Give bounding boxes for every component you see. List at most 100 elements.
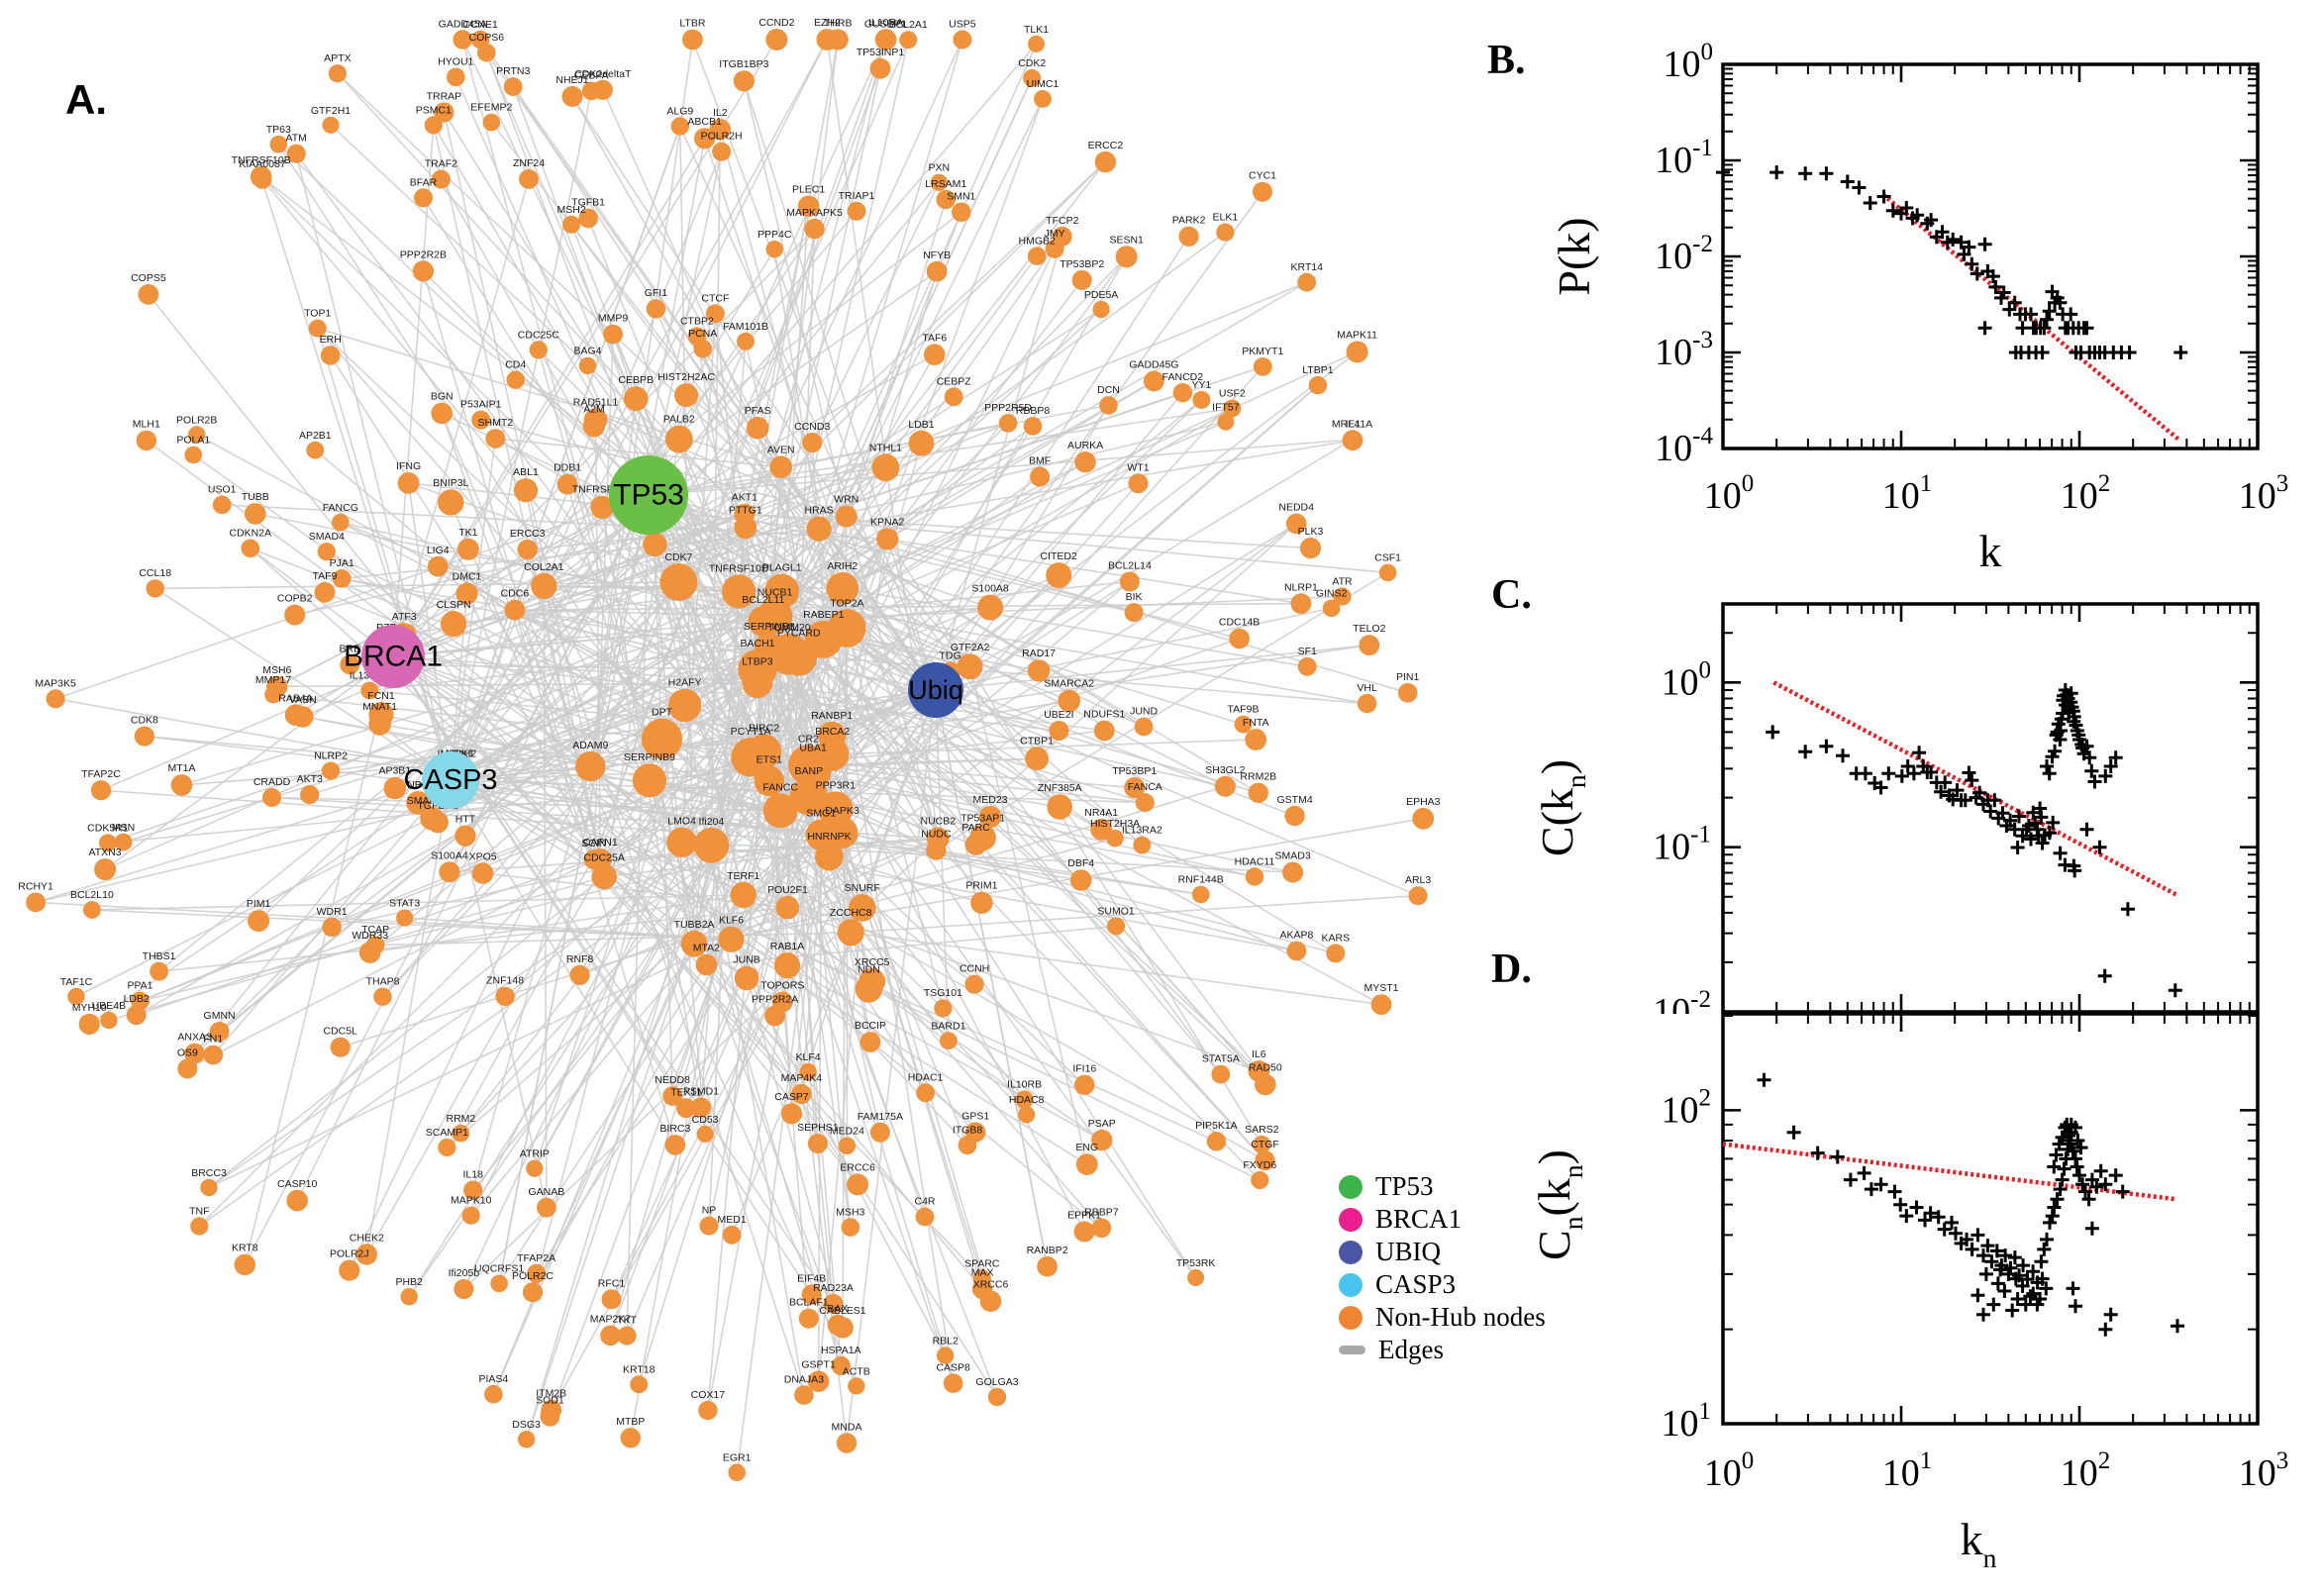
network-edge xyxy=(648,494,991,609)
network-edge xyxy=(654,466,782,546)
gene-node-label: TAF9B xyxy=(1228,704,1260,716)
gene-node-label: FAM101B xyxy=(723,321,768,333)
gene-node-label: RAD17 xyxy=(1022,648,1056,659)
gene-node-label: LTBR xyxy=(679,18,705,30)
gene-node-label: THRB xyxy=(824,17,853,29)
network-edge xyxy=(780,161,1106,468)
gene-node-label: NLRP2 xyxy=(314,750,348,762)
gene-node xyxy=(1211,1064,1231,1084)
gene-node-label: TP53BP2 xyxy=(1060,258,1104,270)
network-edge xyxy=(757,682,1226,788)
network-edge xyxy=(738,39,886,592)
gene-node xyxy=(664,425,693,453)
axis-tick-label: 102 xyxy=(2061,470,2111,517)
gene-node xyxy=(773,952,801,979)
gene-node xyxy=(789,777,828,816)
gene-node xyxy=(1069,869,1092,891)
gene-node-label: CRADD xyxy=(253,776,291,788)
gene-node-label: THBS1 xyxy=(143,950,176,962)
gene-node-label: CDKN2A xyxy=(229,528,271,540)
gene-node-label: ERCC3 xyxy=(510,528,546,540)
gene-node-label: ERCC6 xyxy=(840,1161,875,1173)
legend-item-ubiq: UBIQ xyxy=(1339,1237,1546,1266)
gene-node-label: ZNF385A xyxy=(1038,782,1082,794)
gene-node xyxy=(835,505,858,528)
gene-node-label: TRAF2 xyxy=(425,158,457,170)
gene-node xyxy=(899,31,918,50)
gene-node-label: USO1 xyxy=(208,484,237,496)
gene-node xyxy=(1308,375,1328,395)
gene-node xyxy=(690,1097,712,1118)
gene-node-label: PYCARD xyxy=(777,628,821,640)
gene-node-label: ERH xyxy=(320,334,342,346)
axis-tick-label: 100 xyxy=(1662,656,1712,703)
gene-node-label: ETS1 xyxy=(757,754,782,766)
gene-node-label: CDK2 xyxy=(1018,57,1046,69)
gene-node xyxy=(503,77,523,96)
gene-node xyxy=(200,1178,218,1197)
gene-node xyxy=(519,169,539,189)
gene-node-label: SF1 xyxy=(1298,646,1317,657)
gene-node-label: HDAC8 xyxy=(1009,1094,1045,1106)
gene-node xyxy=(1282,861,1304,883)
gene-node xyxy=(99,834,117,852)
panel-a-label: A. xyxy=(65,76,107,123)
gene-node xyxy=(314,581,336,603)
gene-node-label: CEBPA xyxy=(574,70,609,82)
gene-node xyxy=(414,188,433,208)
gene-node-label: TP53BP1 xyxy=(1112,765,1157,777)
network-edge xyxy=(342,577,758,670)
gene-node xyxy=(754,765,785,797)
gene-node-label: SMN1 xyxy=(947,191,975,203)
gene-node xyxy=(869,57,891,79)
gene-node-label: TP53AP1 xyxy=(960,813,1005,825)
gene-node-label: MED1 xyxy=(718,1214,747,1226)
gene-node-label: CR2 xyxy=(798,734,819,746)
gene-node-label: CDC6 xyxy=(501,588,530,600)
network-edge xyxy=(655,308,937,691)
network-legend: TP53 BRCA1 UBIQ CASP3 Non-Hub nodes Edges xyxy=(1339,1171,1546,1364)
network-edge xyxy=(936,848,1201,896)
gene-node xyxy=(583,849,604,869)
gene-node xyxy=(431,169,451,189)
gene-node-label: ATF3 xyxy=(392,611,417,623)
gene-node-label: SMAD3 xyxy=(1275,850,1311,862)
network-edge xyxy=(261,178,770,782)
gene-node xyxy=(869,1122,890,1143)
network-edge xyxy=(846,627,1060,808)
gene-node-label: BNIP3L xyxy=(433,477,468,489)
gene-node xyxy=(794,1385,814,1405)
network-edge xyxy=(514,602,1301,611)
gene-node-label: AKT1 xyxy=(732,492,758,504)
gene-node-label: USF2 xyxy=(1219,388,1246,400)
network-edge xyxy=(271,796,781,812)
gene-node-label: NTHL1 xyxy=(869,442,902,453)
gene-node-label: PTTG1 xyxy=(729,505,762,517)
gene-node-label: SCAMP1 xyxy=(426,1127,468,1139)
gene-node-label: BRE xyxy=(340,644,361,655)
gene-node-label: AVEN xyxy=(767,445,795,456)
gene-node xyxy=(1052,226,1072,247)
gene-node-label: CITED2 xyxy=(1041,550,1078,562)
gene-node-label: RANBP1 xyxy=(811,710,853,722)
gene-node-label: CDC25C xyxy=(518,329,559,341)
gene-node xyxy=(632,763,667,798)
gene-node-label: COPB2 xyxy=(277,593,313,605)
gene-node xyxy=(78,1013,100,1035)
gene-node-label: PCNA xyxy=(688,328,717,340)
network-edge xyxy=(392,655,758,684)
gene-node xyxy=(1046,562,1072,589)
gene-node xyxy=(769,455,792,479)
gene-node-label: CLSPN xyxy=(437,599,471,611)
gene-node-label: LMO4 xyxy=(667,816,696,828)
network-edge xyxy=(648,43,1038,496)
gene-node xyxy=(332,569,352,588)
gene-node-label: RFC1 xyxy=(598,1277,626,1289)
network-edge xyxy=(648,494,1145,728)
gene-node xyxy=(292,706,314,728)
gene-node xyxy=(138,284,159,305)
network-edge xyxy=(648,494,955,1384)
gene-node-label: BCCIP xyxy=(855,1020,886,1032)
gene-node-label: CTBP1 xyxy=(1020,735,1054,747)
